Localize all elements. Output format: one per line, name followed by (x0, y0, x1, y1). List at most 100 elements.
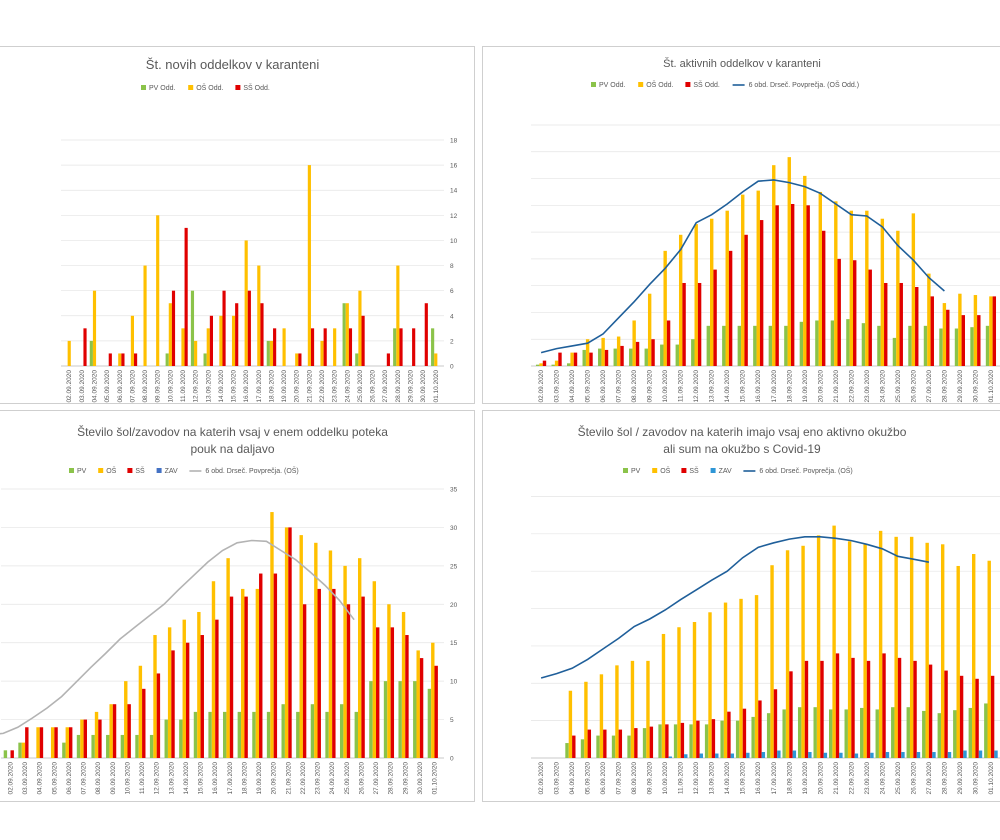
bar (206, 328, 210, 366)
bar (121, 353, 125, 366)
bar (727, 711, 731, 758)
bar (877, 325, 881, 366)
bar (185, 642, 190, 758)
bar (332, 588, 336, 758)
legend-label: 6 obd. Drseč. Povprečja. (OŠ) (205, 466, 298, 475)
bar (668, 756, 672, 758)
bar (658, 724, 662, 758)
bar (782, 709, 786, 758)
x-tick-label: 20.09.2020 (817, 370, 824, 403)
x-tick-label: 05.09.2020 (51, 762, 58, 795)
y-tick-label: 14 (450, 188, 458, 195)
bar (627, 735, 631, 758)
bar (808, 752, 812, 758)
bar (565, 743, 569, 758)
bar (260, 303, 264, 366)
bar (691, 339, 695, 366)
x-tick-label: 01.10.2020 (988, 762, 995, 795)
bar (255, 588, 260, 758)
legend-swatch (652, 468, 658, 473)
legend-swatch (98, 468, 104, 473)
bar (580, 739, 585, 758)
bar (179, 719, 183, 758)
x-tick-label: 26.09.2020 (910, 370, 917, 403)
x-tick-label: 15.09.2020 (231, 370, 238, 403)
legend-label: 6 obd. Drseč. Povprečja. (OŠ Odd.) (749, 80, 860, 89)
bar (915, 287, 919, 366)
bar (298, 353, 302, 366)
bar (739, 598, 743, 758)
bar (899, 282, 903, 366)
y-tick-label: 18 (450, 138, 458, 145)
x-tick-label: 07.09.2020 (616, 370, 623, 403)
chart-svg: Število šol / zavodov na katerih imajo v… (531, 424, 1000, 795)
bar (692, 622, 697, 758)
x-tick-label: 09.09.2020 (647, 370, 654, 403)
bar (599, 674, 604, 758)
bar (320, 340, 324, 366)
y-tick-label: 20 (450, 602, 458, 609)
bar (376, 627, 380, 758)
x-tick-label: 13.09.2020 (168, 762, 175, 795)
bar (963, 750, 967, 758)
bar (539, 363, 543, 366)
x-tick-label: 30.09.2020 (972, 762, 979, 795)
bar (194, 340, 198, 366)
bar (954, 328, 959, 366)
y-tick-label: 0 (450, 756, 454, 763)
chart-title-line: Število šol / zavodov na katerih imajo v… (578, 424, 907, 439)
x-tick-label: 11.09.2020 (139, 762, 146, 794)
x-tick-label: 15.09.2020 (740, 370, 747, 403)
y-tick-label: 12 (450, 213, 458, 220)
bar (922, 710, 926, 758)
x-tick-label: 04.09.2020 (37, 762, 44, 795)
x-tick-label: 16.09.2020 (755, 370, 762, 403)
bar (587, 729, 592, 758)
bar (127, 704, 131, 758)
bar (787, 157, 791, 366)
legend-swatch (681, 468, 687, 473)
bar (694, 224, 698, 366)
y-tick-label: 10 (450, 238, 458, 245)
bar (682, 282, 686, 366)
bar (785, 550, 790, 758)
x-tick-label: 18.09.2020 (268, 370, 275, 403)
bar (156, 673, 161, 758)
x-tick-label: 13.09.2020 (709, 762, 716, 795)
bar (570, 352, 574, 366)
chart-panel-remote-learning: 0 5 10 15 20 25 30 35 Število šol/zavodov na kat… (0, 410, 475, 802)
x-tick-label: 14.09.2020 (183, 762, 190, 795)
bar (223, 711, 227, 758)
bar (947, 752, 952, 758)
bar (777, 750, 781, 758)
bar (820, 660, 824, 758)
bar (197, 611, 201, 758)
bar (711, 719, 716, 758)
bar (746, 752, 750, 758)
bar (647, 293, 652, 366)
bar (244, 596, 248, 758)
bar (818, 191, 822, 366)
x-tick-label: 19.09.2020 (256, 762, 263, 795)
bar (167, 627, 172, 758)
bar (36, 727, 40, 758)
bar (634, 728, 638, 758)
bar (259, 573, 263, 758)
y-tick-label: 5 (450, 717, 454, 724)
bar (677, 627, 681, 758)
x-tick-label: 05.09.2020 (585, 762, 592, 795)
bar (665, 724, 669, 758)
x-tick-label: 15.09.2020 (198, 762, 205, 795)
x-tick-label: 03.09.2020 (22, 762, 29, 795)
bar (944, 670, 948, 758)
bar (977, 315, 981, 366)
bar (568, 690, 573, 758)
legend-label: SŠ (689, 466, 699, 475)
bar (387, 604, 391, 758)
bar (282, 328, 286, 366)
legend-label: ZAV (719, 468, 732, 475)
bar (369, 681, 373, 758)
x-tick-label: 12.09.2020 (154, 762, 161, 795)
bar (401, 611, 406, 758)
bar (133, 353, 138, 366)
